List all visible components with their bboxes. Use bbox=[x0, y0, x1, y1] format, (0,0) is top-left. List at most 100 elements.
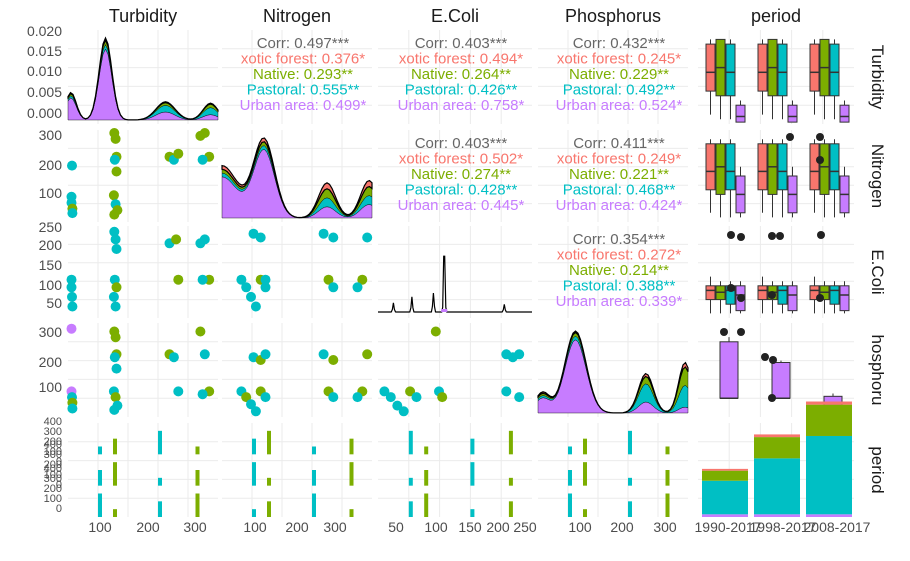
corr-label: Native: 0.214** bbox=[569, 262, 669, 279]
scatter-point bbox=[323, 274, 334, 285]
box-body bbox=[787, 104, 798, 123]
corr-label: Corr: 0.411*** bbox=[573, 135, 665, 152]
scatter-point bbox=[328, 392, 339, 403]
period-hist-bar bbox=[628, 430, 632, 455]
period-hist-bar bbox=[98, 470, 102, 486]
box-body bbox=[735, 104, 746, 123]
scatter-point bbox=[514, 349, 525, 360]
box-outlier bbox=[776, 232, 784, 240]
box-body bbox=[777, 43, 788, 97]
scatter-point bbox=[318, 228, 329, 239]
scatter-point bbox=[328, 232, 339, 243]
y-tick-label: 100 bbox=[44, 446, 62, 458]
scatter-point bbox=[109, 404, 120, 415]
scatter-point bbox=[111, 244, 122, 254]
y-tick-label: 0.000 bbox=[27, 105, 62, 121]
box-outlier bbox=[737, 294, 745, 302]
scatter-point bbox=[171, 234, 182, 245]
scatter-point bbox=[250, 301, 261, 312]
period-hist-bar bbox=[424, 446, 429, 455]
scatter-point bbox=[392, 400, 403, 411]
period-hist-bar bbox=[252, 438, 256, 455]
period-hist-bar bbox=[424, 470, 429, 486]
period-hist-bar bbox=[158, 430, 162, 455]
panel-bg bbox=[222, 423, 372, 517]
period-hist-bar bbox=[252, 462, 256, 486]
scatter-point bbox=[199, 234, 210, 245]
panel-bg bbox=[538, 423, 688, 517]
corr-label: xotic forest: 0.245* bbox=[557, 51, 681, 68]
box-body bbox=[705, 43, 716, 92]
panel-bg bbox=[378, 423, 532, 517]
period-hist-bar bbox=[349, 438, 354, 455]
corr-label: Urban area: 0.445* bbox=[398, 197, 525, 214]
scatter-point bbox=[236, 274, 247, 285]
y-tick-label: 250 bbox=[39, 219, 63, 235]
box-outlier bbox=[786, 133, 794, 141]
scatter-point bbox=[111, 166, 122, 177]
period-hist-bar bbox=[665, 493, 670, 517]
y-tick-label: 300 bbox=[44, 473, 62, 485]
box-body bbox=[829, 43, 840, 97]
corr-label: Pastoral: 0.426** bbox=[405, 82, 518, 99]
period-hist-bar bbox=[508, 501, 513, 517]
scatter-point bbox=[110, 392, 121, 403]
period-hist-bar bbox=[665, 470, 670, 486]
box-body bbox=[725, 43, 736, 97]
strip-label-right: hosphoru bbox=[868, 335, 887, 406]
scatter-point bbox=[108, 190, 119, 201]
period-hist-bar bbox=[583, 462, 587, 486]
scatter-point bbox=[328, 282, 339, 293]
panel-bg bbox=[538, 30, 688, 124]
corr-label: Pastoral: 0.468** bbox=[563, 182, 676, 199]
period-hist-bar bbox=[195, 470, 200, 486]
scatter-point bbox=[195, 326, 206, 337]
period-hist-bar bbox=[349, 462, 354, 486]
corr-label: Pastoral: 0.388** bbox=[563, 278, 676, 295]
scatter-point bbox=[199, 128, 210, 138]
period-hist-bar bbox=[158, 501, 162, 517]
period-hist-bar bbox=[568, 446, 572, 455]
corr-label: Pastoral: 0.428** bbox=[405, 182, 518, 199]
box-body bbox=[705, 143, 716, 191]
period-hist-bar bbox=[252, 509, 256, 517]
x-tick-label: 100 bbox=[243, 519, 267, 535]
density-area bbox=[67, 36, 219, 121]
x-tick-label: 100 bbox=[568, 519, 592, 535]
scatter-point bbox=[111, 363, 122, 374]
panel-bg bbox=[378, 130, 532, 222]
x-tick-label: 250 bbox=[513, 519, 537, 535]
box-outlier bbox=[816, 294, 824, 302]
scatter-point bbox=[67, 403, 78, 414]
scatter-point bbox=[246, 291, 256, 302]
strip-label-right: Nitrogen bbox=[868, 144, 887, 208]
period-hist-bar bbox=[568, 493, 572, 517]
scatter-point bbox=[260, 282, 271, 293]
ecoli-density-line bbox=[378, 255, 532, 313]
scatter-point bbox=[108, 291, 119, 302]
x-tick-label: 200 bbox=[136, 519, 160, 535]
strip-label-right: E.Coli bbox=[868, 249, 887, 294]
x-tick-label: 200 bbox=[285, 519, 309, 535]
period-hist-bar bbox=[628, 501, 632, 517]
box-outlier bbox=[727, 284, 735, 292]
period-hist-bar bbox=[470, 462, 475, 486]
scatter-point bbox=[173, 148, 184, 159]
box-outlier bbox=[768, 394, 776, 402]
period-hist-bar bbox=[583, 438, 587, 455]
panel-bg bbox=[538, 226, 688, 318]
box-outlier bbox=[727, 231, 735, 239]
period-hist-bar bbox=[158, 477, 162, 486]
corr-label: xotic forest: 0.502* bbox=[399, 151, 523, 168]
box-body bbox=[819, 143, 830, 195]
scatter-point bbox=[246, 399, 256, 410]
y-tick-label: 400 bbox=[44, 463, 62, 475]
x-tick-label: 2008-2017 bbox=[804, 519, 871, 535]
scatter-point bbox=[67, 291, 77, 302]
y-tick-label: 300 bbox=[39, 324, 63, 340]
box-body bbox=[829, 143, 840, 191]
panel-bg bbox=[68, 30, 218, 124]
scatter-point bbox=[362, 232, 373, 243]
scatter-point bbox=[352, 282, 363, 293]
